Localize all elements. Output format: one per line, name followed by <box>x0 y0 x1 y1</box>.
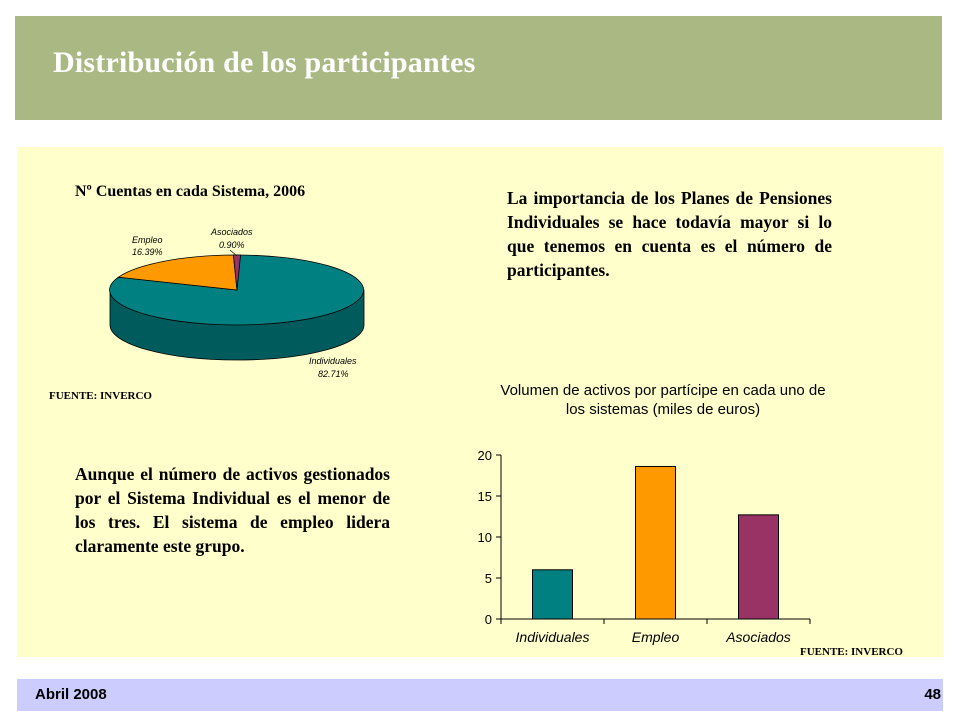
y-tick-label: 0 <box>485 612 492 627</box>
pie-label-individuales: Individuales <box>309 356 357 366</box>
y-tick-label: 15 <box>478 489 492 504</box>
slide-header: Distribución de los participantes <box>15 16 942 120</box>
bar-chart-title-line2: los sistemas (miles de euros) <box>566 401 760 418</box>
pie-value-empleo: 16.39% <box>132 247 163 257</box>
pie-slice-empleo <box>117 254 238 291</box>
x-tick-label: Asociados <box>725 629 791 645</box>
pie-value-asociados: 0.90% <box>219 240 245 250</box>
y-tick-label: 5 <box>485 571 492 586</box>
bar-empleo <box>635 465 676 620</box>
bar-individuales <box>532 569 573 620</box>
bar-asociados <box>738 514 779 620</box>
pie-chart-title: Nº Cuentas en cada Sistema, 2006 <box>75 183 306 200</box>
pie-label-asociados: Asociados <box>210 227 253 237</box>
y-tick-label: 10 <box>478 530 492 545</box>
x-tick-label: Empleo <box>632 629 680 645</box>
pie-leader-line <box>229 249 238 257</box>
y-tick-label: 20 <box>478 448 492 463</box>
pie-slice-asociados <box>232 254 242 291</box>
content-panel <box>17 147 943 657</box>
paragraph-activos: Aunque el número de activos gestionados … <box>75 464 390 556</box>
bar-chart-bars <box>532 465 779 620</box>
x-tick-label: Individuales <box>516 629 590 645</box>
footer-date: Abril 2008 <box>35 686 107 703</box>
bar-chart-title-line1: Volumen de activos por partícipe en cada… <box>500 382 825 399</box>
bar-chart-x-labels: Individuales Empleo Asociados <box>516 629 791 645</box>
paragraph-importance: La importancia de los Planes de Pensione… <box>507 188 832 280</box>
bar-source: FUENTE: INVERCO <box>800 646 903 658</box>
slide-footer: Abril 2008 48 <box>17 679 943 711</box>
pie-source: FUENTE: INVERCO <box>49 390 152 402</box>
slide-title: Distribución de los participantes <box>53 46 476 79</box>
pie-value-individuales: 82.71% <box>318 369 349 379</box>
pie-label-empleo: Empleo <box>132 235 163 245</box>
page-number: 48 <box>924 686 941 703</box>
